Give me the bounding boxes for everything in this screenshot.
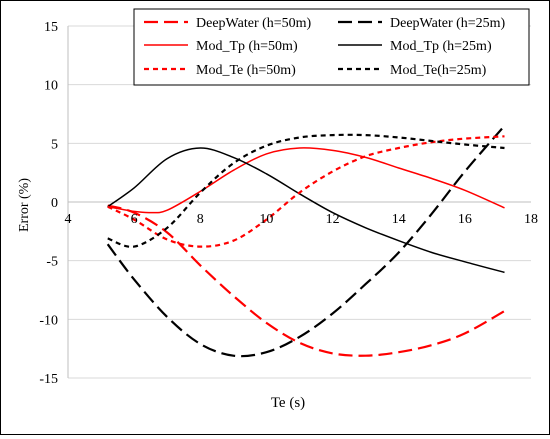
series-line-3	[107, 147, 505, 214]
x-tick-label: 4	[65, 212, 72, 227]
legend-label-4: Mod_Tp (h=25m)	[390, 39, 492, 54]
x-tick-label: 12	[326, 212, 340, 227]
y-tick-label: 0	[51, 196, 58, 211]
x-tick-label: 6	[131, 212, 138, 227]
tick-labels: 15 10 5 0 -5 -10 -15 4 6 8 10 12 14 16 18	[39, 20, 538, 387]
y-tick-label: -15	[39, 372, 58, 387]
y-tick-label: -10	[39, 313, 58, 328]
legend-label-1: DeepWater (h=50m)	[196, 16, 312, 31]
x-tick-label: 8	[197, 212, 204, 227]
legend: DeepWater (h=50m) DeepWater (h=25m) Mod_Tp…	[133, 8, 530, 86]
legend-label-6: Mod_Te(h=25m)	[390, 63, 487, 78]
y-tick-label: 15	[44, 20, 58, 35]
series-lines	[106, 124, 506, 358]
series-line-6	[107, 133, 505, 248]
x-axis-label: Te (s)	[271, 395, 305, 411]
legend-items: DeepWater (h=50m) DeepWater (h=25m) Mod_Tp…	[144, 16, 506, 78]
series-line-2	[106, 124, 506, 358]
legend-label-2: DeepWater (h=25m)	[390, 16, 506, 31]
axes	[67, 26, 531, 378]
y-tick-label: -5	[46, 255, 58, 270]
x-tick-label: 10	[259, 212, 273, 227]
legend-label-3: Mod_Tp (h=50m)	[196, 39, 298, 54]
x-tick-label: 16	[458, 212, 472, 227]
x-tick-label: 18	[524, 212, 538, 227]
series-line-5	[107, 135, 505, 248]
legend-label-5: Mod_Te (h=50m)	[196, 63, 296, 78]
y-tick-label: 5	[51, 137, 58, 152]
legend-box	[133, 8, 530, 86]
y-tick-label: 10	[44, 79, 58, 94]
x-tick-label: 14	[392, 212, 406, 227]
y-axis-label: Error (%)	[17, 178, 32, 232]
series-line-1	[107, 204, 506, 357]
